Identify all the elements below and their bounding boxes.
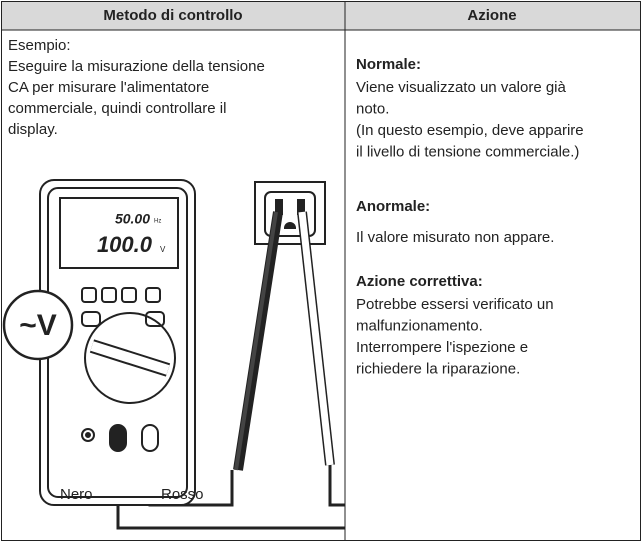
- action-text: (In questo esempio, deve apparire: [356, 122, 584, 139]
- action-text: Viene visualizzato un valore già: [356, 79, 567, 96]
- header-row: [2, 2, 640, 30]
- lead-label: Nero: [60, 486, 93, 503]
- action-text: il livello di tensione commerciale.): [356, 143, 579, 160]
- method-text: Eseguire la misurazione della tensione: [8, 58, 265, 75]
- display-unit: V: [160, 245, 166, 254]
- action-text: noto.: [356, 100, 389, 117]
- header-cell: Metodo di controllo: [103, 7, 242, 24]
- action-text: Interrompere l'ispezione e: [356, 339, 528, 356]
- action-heading: Normale:: [356, 56, 421, 73]
- method-text: Esempio:: [8, 37, 71, 54]
- display-unit: Hz: [154, 219, 161, 225]
- action-text: malfunzionamento.: [356, 317, 483, 334]
- function-badge: ~V: [19, 309, 57, 342]
- illustration: [2, 179, 345, 530]
- action-heading: Azione correttiva:: [356, 273, 483, 290]
- lead-label: Rosso: [161, 486, 204, 503]
- display-text: 100.0: [97, 232, 153, 257]
- action-text: Potrebbe essersi verificato un: [356, 296, 554, 313]
- method-text: commerciale, quindi controllare il: [8, 100, 226, 117]
- method-text: CA per misurare l'alimentatore: [8, 79, 209, 96]
- display-text: 50.00: [115, 211, 150, 227]
- action-heading: Anormale:: [356, 198, 430, 215]
- header-cell: Azione: [467, 7, 516, 24]
- action-text: richiedere la riparazione.: [356, 360, 520, 377]
- method-text: display.: [8, 121, 58, 138]
- action-text: Il valore misurato non appare.: [356, 229, 554, 246]
